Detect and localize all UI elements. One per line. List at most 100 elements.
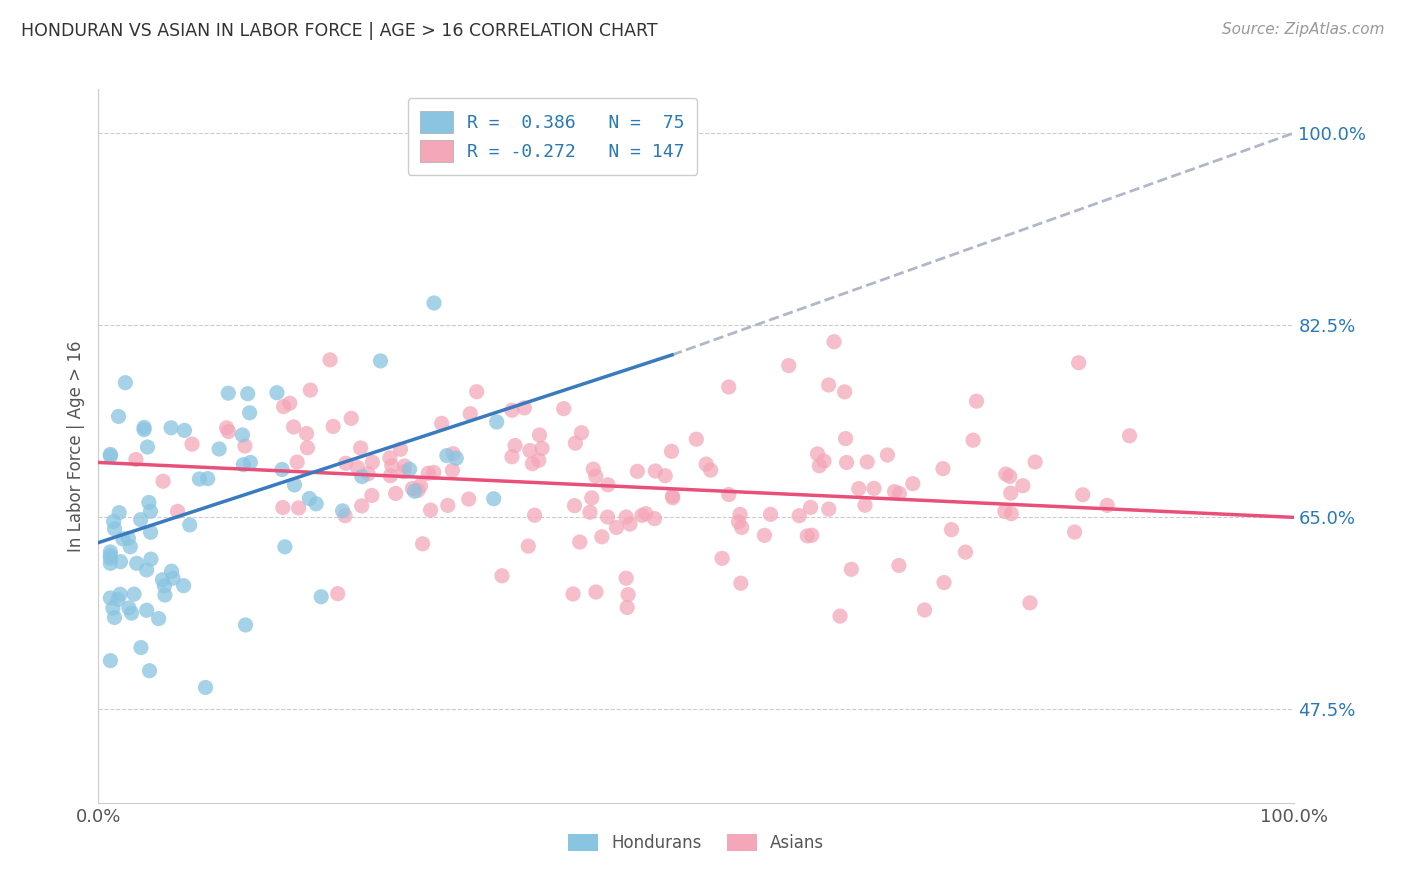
Point: [148, 611, 170, 625]
Point: [863, 482, 886, 496]
Point: [217, 386, 239, 401]
Point: [278, 396, 301, 410]
Point: [188, 472, 211, 486]
Point: [568, 535, 591, 549]
Point: [582, 462, 605, 476]
Point: [817, 502, 839, 516]
Point: [728, 508, 751, 522]
Point: [233, 439, 256, 453]
Point: [962, 433, 984, 447]
Point: [340, 411, 363, 425]
Point: [1000, 486, 1022, 500]
Point: [360, 488, 382, 502]
Point: [139, 504, 162, 518]
Point: [1011, 479, 1033, 493]
Point: [389, 442, 412, 457]
Point: [162, 571, 184, 585]
Point: [285, 455, 308, 469]
Point: [273, 400, 295, 414]
Point: [401, 482, 423, 496]
Point: [409, 479, 432, 493]
Point: [136, 440, 159, 454]
Point: [239, 456, 262, 470]
Point: [796, 529, 818, 543]
Point: [491, 568, 513, 582]
Point: [614, 571, 637, 585]
Y-axis label: In Labor Force | Age > 16: In Labor Force | Age > 16: [66, 340, 84, 552]
Point: [564, 499, 586, 513]
Point: [160, 421, 183, 435]
Point: [98, 549, 122, 563]
Point: [883, 484, 905, 499]
Point: [457, 492, 479, 507]
Point: [527, 453, 550, 467]
Point: [239, 406, 262, 420]
Point: [436, 449, 458, 463]
Point: [98, 551, 122, 566]
Point: [730, 576, 752, 591]
Point: [1063, 524, 1085, 539]
Point: [381, 458, 404, 473]
Point: [1067, 356, 1090, 370]
Point: [139, 552, 162, 566]
Point: [287, 500, 309, 515]
Point: [605, 520, 627, 534]
Point: [1019, 596, 1042, 610]
Point: [181, 437, 204, 451]
Point: [813, 454, 835, 468]
Point: [98, 557, 122, 571]
Point: [197, 472, 219, 486]
Point: [166, 504, 188, 518]
Point: [274, 540, 297, 554]
Point: [235, 618, 257, 632]
Point: [661, 489, 683, 503]
Point: [1000, 507, 1022, 521]
Point: [404, 484, 426, 499]
Point: [932, 461, 955, 475]
Text: Source: ZipAtlas.com: Source: ZipAtlas.com: [1222, 22, 1385, 37]
Point: [887, 558, 910, 573]
Point: [208, 442, 231, 456]
Point: [107, 592, 129, 607]
Point: [326, 587, 349, 601]
Point: [759, 508, 782, 522]
Point: [501, 403, 523, 417]
Point: [564, 436, 586, 450]
Point: [581, 491, 603, 505]
Point: [441, 463, 464, 477]
Point: [394, 458, 416, 473]
Point: [380, 468, 402, 483]
Point: [579, 505, 602, 519]
Point: [717, 487, 740, 501]
Point: [305, 497, 328, 511]
Point: [901, 476, 924, 491]
Point: [298, 491, 321, 506]
Legend: Hondurans, Asians: Hondurans, Asians: [561, 827, 831, 859]
Point: [215, 421, 238, 435]
Point: [98, 654, 122, 668]
Point: [828, 609, 851, 624]
Point: [465, 384, 488, 399]
Point: [98, 449, 122, 463]
Point: [232, 458, 254, 472]
Point: [103, 515, 125, 529]
Point: [626, 464, 648, 478]
Point: [107, 409, 129, 424]
Point: [617, 588, 640, 602]
Point: [889, 486, 911, 500]
Point: [695, 457, 717, 471]
Point: [727, 515, 749, 529]
Point: [129, 640, 152, 655]
Point: [309, 590, 332, 604]
Point: [531, 442, 554, 456]
Point: [485, 415, 508, 429]
Point: [631, 508, 654, 523]
Point: [333, 508, 356, 523]
Point: [98, 447, 122, 461]
Point: [644, 464, 666, 478]
Point: [482, 491, 505, 506]
Point: [522, 457, 544, 471]
Point: [800, 528, 823, 542]
Point: [1024, 455, 1046, 469]
Point: [834, 432, 856, 446]
